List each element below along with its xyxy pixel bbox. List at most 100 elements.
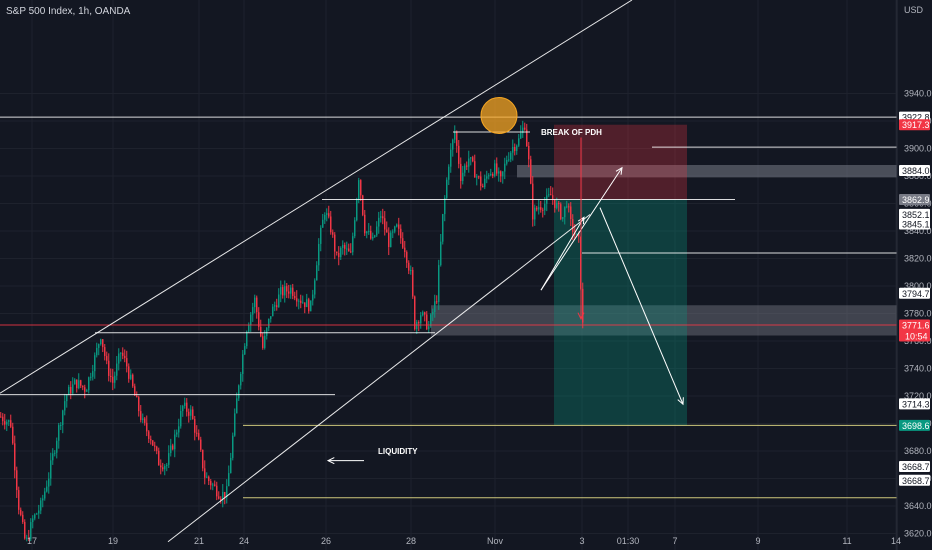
candle <box>336 251 338 253</box>
candle <box>376 226 378 236</box>
candle <box>572 219 574 233</box>
candle <box>118 353 120 364</box>
candle <box>256 297 258 313</box>
candle <box>436 301 438 303</box>
candle <box>272 306 274 317</box>
candle <box>500 171 502 177</box>
price-tag-label: 3922.8 <box>902 113 930 123</box>
candle <box>8 420 10 422</box>
price-tag-label: 3771.6 <box>902 321 930 331</box>
candle <box>420 315 422 324</box>
candle <box>10 420 12 427</box>
candle <box>538 207 540 210</box>
candle <box>370 230 372 239</box>
candle <box>282 287 284 296</box>
candle <box>316 265 318 281</box>
candle <box>200 439 202 450</box>
candle <box>450 149 452 167</box>
candle <box>22 514 24 522</box>
candle <box>504 163 506 172</box>
candle <box>6 421 8 425</box>
trend-lines <box>0 0 633 543</box>
candle <box>84 387 86 392</box>
candle <box>60 425 62 427</box>
candle <box>304 302 306 308</box>
candle <box>130 374 132 379</box>
candle <box>204 468 206 478</box>
candle <box>4 421 6 425</box>
price-tag: 3668.7 <box>899 461 930 473</box>
candle <box>194 419 196 433</box>
candle <box>146 422 148 432</box>
candle <box>284 286 286 296</box>
candle <box>220 498 222 501</box>
price-tag-bg <box>899 461 930 473</box>
candle <box>298 300 300 302</box>
candle <box>218 496 220 499</box>
candle <box>26 537 28 539</box>
candle <box>552 195 554 200</box>
candle <box>300 300 302 303</box>
zone <box>554 124 687 200</box>
candle <box>254 297 256 308</box>
candle <box>128 366 130 379</box>
candle <box>32 518 34 523</box>
candle <box>564 206 566 218</box>
candle <box>134 386 136 396</box>
candle <box>14 443 16 471</box>
candle <box>224 491 226 498</box>
y-tick-label: 3640.0 <box>904 501 932 511</box>
candle <box>34 514 36 519</box>
candle <box>508 159 510 161</box>
candle <box>278 294 280 308</box>
candle <box>484 178 486 188</box>
candle <box>342 244 344 248</box>
candle <box>122 352 124 356</box>
candle <box>252 307 254 315</box>
price-tag-bg <box>899 398 930 410</box>
candles <box>0 120 584 542</box>
candle <box>228 473 230 487</box>
candle <box>346 248 348 250</box>
candle <box>74 379 76 385</box>
candle <box>414 296 416 330</box>
candle <box>544 203 546 211</box>
candle <box>50 460 52 479</box>
y-tick-label: 3840.0 <box>904 226 932 236</box>
candle <box>154 445 156 447</box>
candle <box>168 453 170 465</box>
candle <box>242 354 244 374</box>
price-tag-label: 3884.0 <box>902 166 930 176</box>
price-tag: 3845.1 <box>899 218 930 230</box>
candle <box>392 231 394 233</box>
candle <box>36 513 38 515</box>
x-tick-label: Nov <box>487 536 504 546</box>
candle <box>152 440 154 446</box>
symbol-legend[interactable]: S&P 500 Index, 1h, OANDA <box>6 6 131 17</box>
candle <box>136 395 138 398</box>
x-tick-label: 17 <box>27 536 37 546</box>
candle <box>264 335 266 348</box>
candle <box>396 224 398 227</box>
candle <box>54 452 56 454</box>
candle <box>96 347 98 356</box>
candle <box>458 145 460 164</box>
price-tag-bg <box>899 319 930 342</box>
candle <box>324 214 326 220</box>
arrows <box>326 137 684 465</box>
price-tag-bg <box>899 287 930 299</box>
candle <box>208 476 210 482</box>
candle <box>18 490 20 510</box>
candle <box>138 397 140 412</box>
y-tick-label: 3720.0 <box>904 391 932 401</box>
price-tag: 3862.9 <box>899 194 930 206</box>
candle <box>108 360 110 376</box>
candle <box>448 166 450 180</box>
candle <box>258 312 260 327</box>
candle <box>2 416 4 422</box>
candle <box>326 213 328 215</box>
candle <box>426 314 428 330</box>
candle <box>126 358 128 367</box>
